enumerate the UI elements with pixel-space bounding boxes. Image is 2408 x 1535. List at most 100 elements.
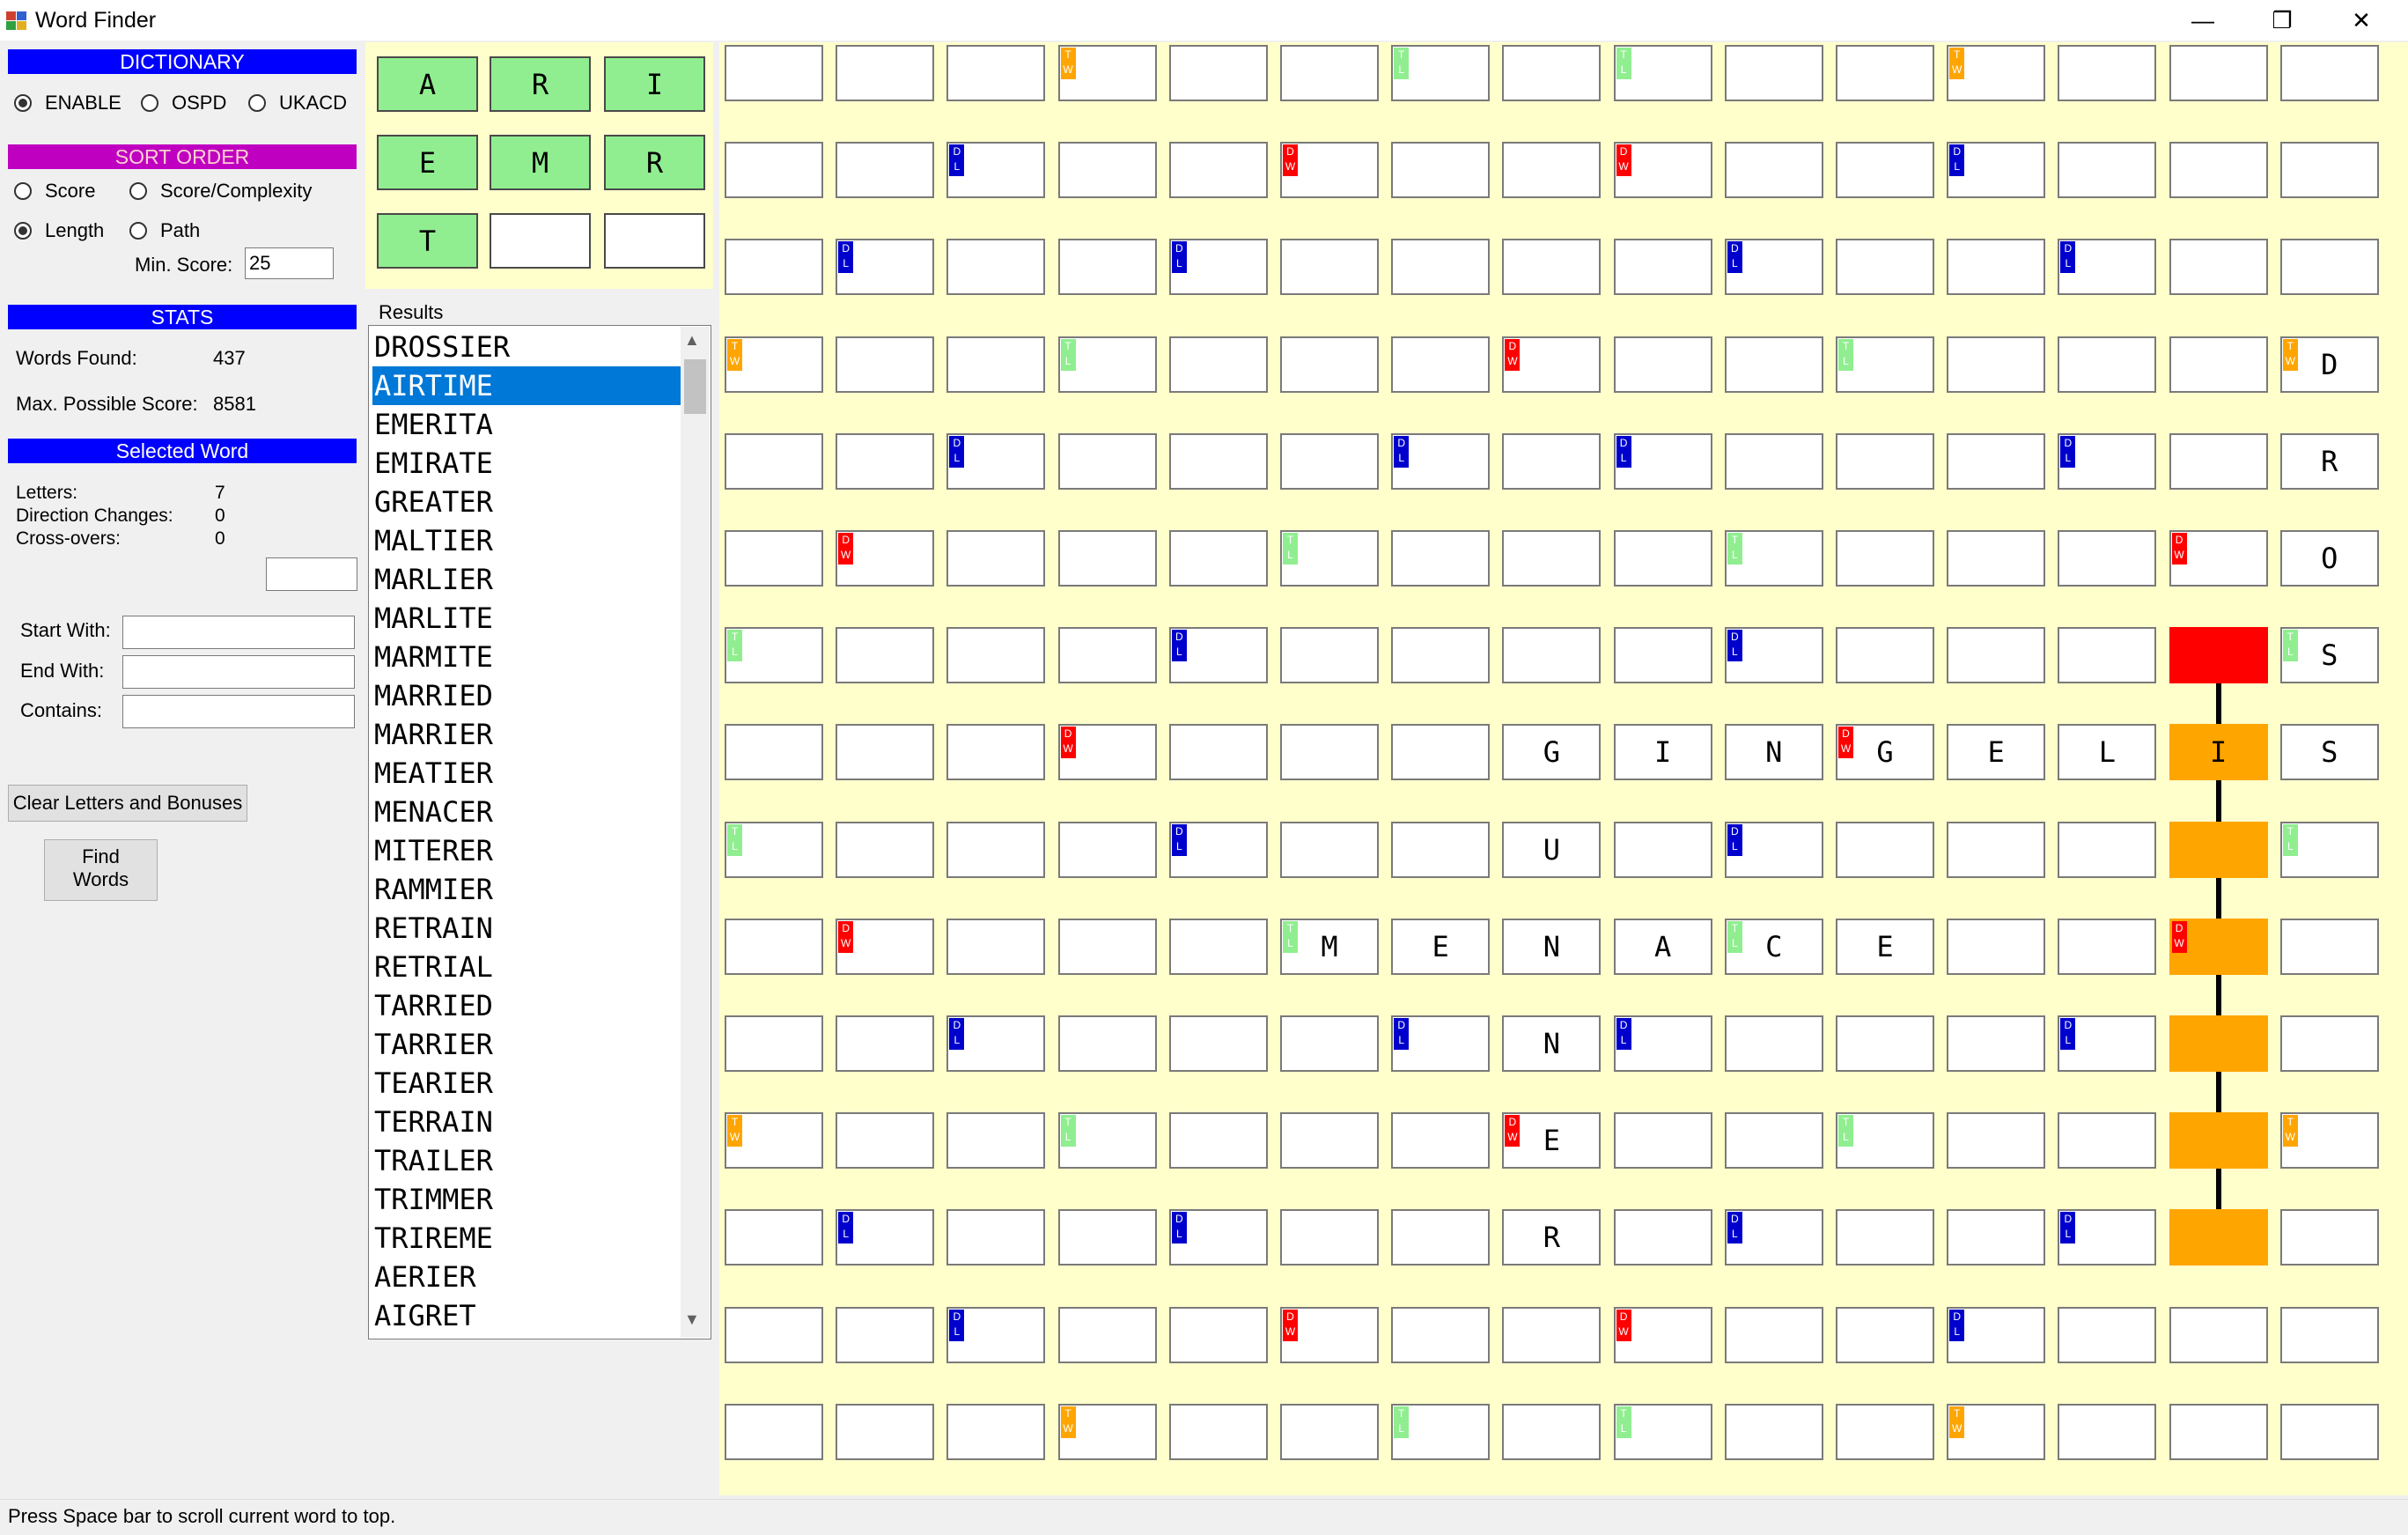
board-cell[interactable]: I — [1613, 724, 1712, 781]
board-cell[interactable] — [2058, 821, 2157, 878]
board-cell[interactable] — [2058, 1112, 2157, 1170]
result-item[interactable]: MARLIER — [374, 563, 493, 596]
board-cell[interactable] — [1391, 336, 1491, 393]
result-item[interactable]: MARRIER — [374, 718, 493, 751]
result-item[interactable]: TERRAIN — [374, 1105, 493, 1139]
board-cell[interactable] — [1836, 239, 1934, 296]
board-cell[interactable] — [1168, 336, 1268, 393]
board-cell[interactable] — [836, 432, 935, 490]
board-cell[interactable] — [1836, 1306, 1934, 1363]
result-item[interactable]: AIRTIME — [372, 366, 684, 405]
board-cell[interactable] — [1947, 821, 2046, 878]
result-item[interactable]: DROSSIER — [374, 330, 511, 364]
board-cell[interactable] — [1947, 627, 2046, 684]
board-cell[interactable] — [1168, 1306, 1268, 1363]
board-cell[interactable] — [946, 530, 1046, 587]
board-cell[interactable] — [725, 1015, 823, 1072]
board-cell[interactable] — [1502, 1403, 1602, 1460]
board-cell[interactable] — [1391, 1112, 1491, 1170]
board-cell[interactable] — [2169, 627, 2268, 684]
board-cell[interactable] — [2279, 1306, 2379, 1363]
board-cell[interactable] — [725, 1403, 823, 1460]
board-cell[interactable]: U — [1502, 821, 1602, 878]
result-item[interactable]: EMIRATE — [374, 446, 493, 480]
board-cell[interactable] — [1280, 45, 1379, 101]
find-words-button[interactable]: Find Words — [44, 839, 158, 901]
board-cell[interactable]: N — [1724, 724, 1823, 781]
result-item[interactable]: TARRIER — [374, 1028, 493, 1061]
maximize-button[interactable]: ❐ — [2272, 6, 2293, 33]
board-cell[interactable] — [1168, 724, 1268, 781]
board-cell[interactable] — [2169, 142, 2268, 199]
board-cell[interactable] — [946, 1112, 1046, 1170]
board-cell[interactable] — [725, 918, 823, 975]
board-cell[interactable] — [1391, 530, 1491, 587]
radio-ukacd[interactable] — [248, 94, 266, 112]
board-cell[interactable] — [836, 821, 935, 878]
board-cell[interactable] — [1613, 821, 1712, 878]
board-cell[interactable] — [2279, 142, 2379, 199]
board-cell[interactable] — [836, 1015, 935, 1072]
board-cell[interactable] — [1724, 432, 1823, 490]
result-item[interactable]: TARRIED — [374, 989, 493, 1022]
board-cell[interactable] — [1391, 1209, 1491, 1266]
board-cell[interactable] — [1836, 627, 1934, 684]
board-cell[interactable] — [1057, 432, 1157, 490]
board-cell[interactable] — [1057, 821, 1157, 878]
rack-tile[interactable]: M — [490, 135, 591, 190]
result-item[interactable]: AIGRET — [374, 1299, 476, 1332]
board-cell[interactable]: R — [1502, 1209, 1602, 1266]
result-item[interactable]: AERIER — [374, 1260, 476, 1294]
board-cell[interactable] — [2058, 1306, 2157, 1363]
board-cell[interactable] — [1724, 336, 1823, 393]
board-cell[interactable] — [1168, 1403, 1268, 1460]
board-cell[interactable] — [725, 1209, 823, 1266]
board-cell[interactable] — [1168, 530, 1268, 587]
board-cell[interactable] — [2279, 1209, 2379, 1266]
board-cell[interactable] — [1836, 432, 1934, 490]
board-cell[interactable] — [1613, 627, 1712, 684]
board-cell[interactable] — [1947, 1015, 2046, 1072]
board-cell[interactable] — [1502, 1306, 1602, 1363]
board-cell[interactable] — [1613, 1112, 1712, 1170]
board-cell[interactable] — [1836, 1015, 1934, 1072]
selected-score-field[interactable] — [266, 557, 357, 591]
board-cell[interactable] — [2169, 45, 2268, 101]
board-cell[interactable] — [1391, 724, 1491, 781]
results-scroll-thumb[interactable] — [684, 359, 706, 414]
rack-tile[interactable] — [490, 213, 591, 269]
board-cell[interactable] — [1057, 239, 1157, 296]
board-cell[interactable] — [836, 627, 935, 684]
board-cell[interactable] — [1724, 45, 1823, 101]
board-cell[interactable] — [2169, 1306, 2268, 1363]
board-cell[interactable] — [1057, 530, 1157, 587]
board-cell[interactable] — [1947, 530, 2046, 587]
board-cell[interactable] — [1280, 1209, 1379, 1266]
board-cell[interactable] — [1724, 1112, 1823, 1170]
board-cell[interactable] — [1836, 1403, 1934, 1460]
board-cell[interactable] — [1613, 336, 1712, 393]
board-cell[interactable] — [1168, 1015, 1268, 1072]
board-cell[interactable] — [1280, 1403, 1379, 1460]
